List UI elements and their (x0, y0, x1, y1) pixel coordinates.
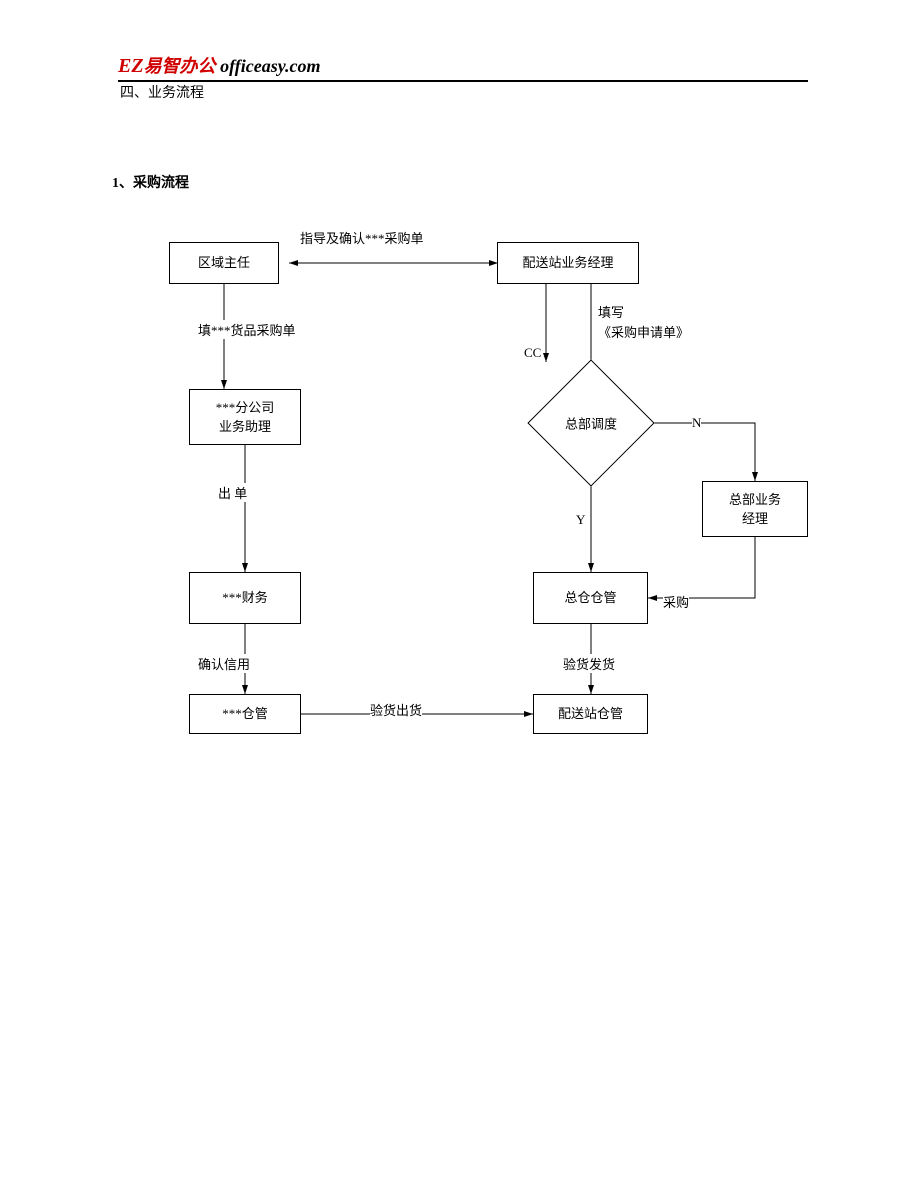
flowchart-node-n9: 配送站仓管 (533, 694, 648, 734)
edge-label-e6: Y (576, 512, 585, 528)
flowchart-node-n4: 总部调度 (546, 378, 636, 468)
subsection-title: 1、采购流程 (112, 172, 189, 192)
edge-label-e2: 填***货品采购单 (198, 320, 296, 339)
flowchart-node-n8: ***仓管 (189, 694, 301, 734)
edge-label-e1: 指导及确认***采购单 (300, 228, 424, 247)
logo-ez: EZ (118, 55, 144, 77)
flowchart-node-n2: 配送站业务经理 (497, 242, 639, 284)
flowchart-node-n7: 总部业务经理 (702, 481, 808, 537)
flowchart-node-n5: ***财务 (189, 572, 301, 624)
edge-label-e8: 采购 (663, 592, 689, 611)
edge-label-e5: N (692, 415, 701, 431)
edge-label-e3a: 填写 (598, 302, 624, 321)
logo: EZ易智办公 officeasy.com (118, 56, 321, 76)
logo-office: officeasy.com (216, 56, 321, 76)
flowchart-node-n1: 区域主任 (169, 242, 279, 284)
section-title: 四、业务流程 (120, 82, 204, 102)
edge-label-e11: 验货出货 (370, 700, 422, 719)
edge-label-e3b: 《采购申请单》 (598, 322, 689, 341)
flowchart-node-n3: ***分公司业务助理 (189, 389, 301, 445)
edge-label-e9: 确认信用 (198, 654, 250, 673)
logo-cn: 易智办公 (144, 56, 216, 76)
edge-label-e4: CC (524, 345, 541, 361)
edge-label-e7: 出 单 (218, 483, 247, 502)
edge-path-4 (636, 423, 755, 481)
flowchart-node-n6: 总仓仓管 (533, 572, 648, 624)
edge-path-7 (648, 537, 755, 598)
edge-label-e10: 验货发货 (563, 654, 615, 673)
page-header: EZ易智办公 officeasy.com (118, 52, 808, 82)
